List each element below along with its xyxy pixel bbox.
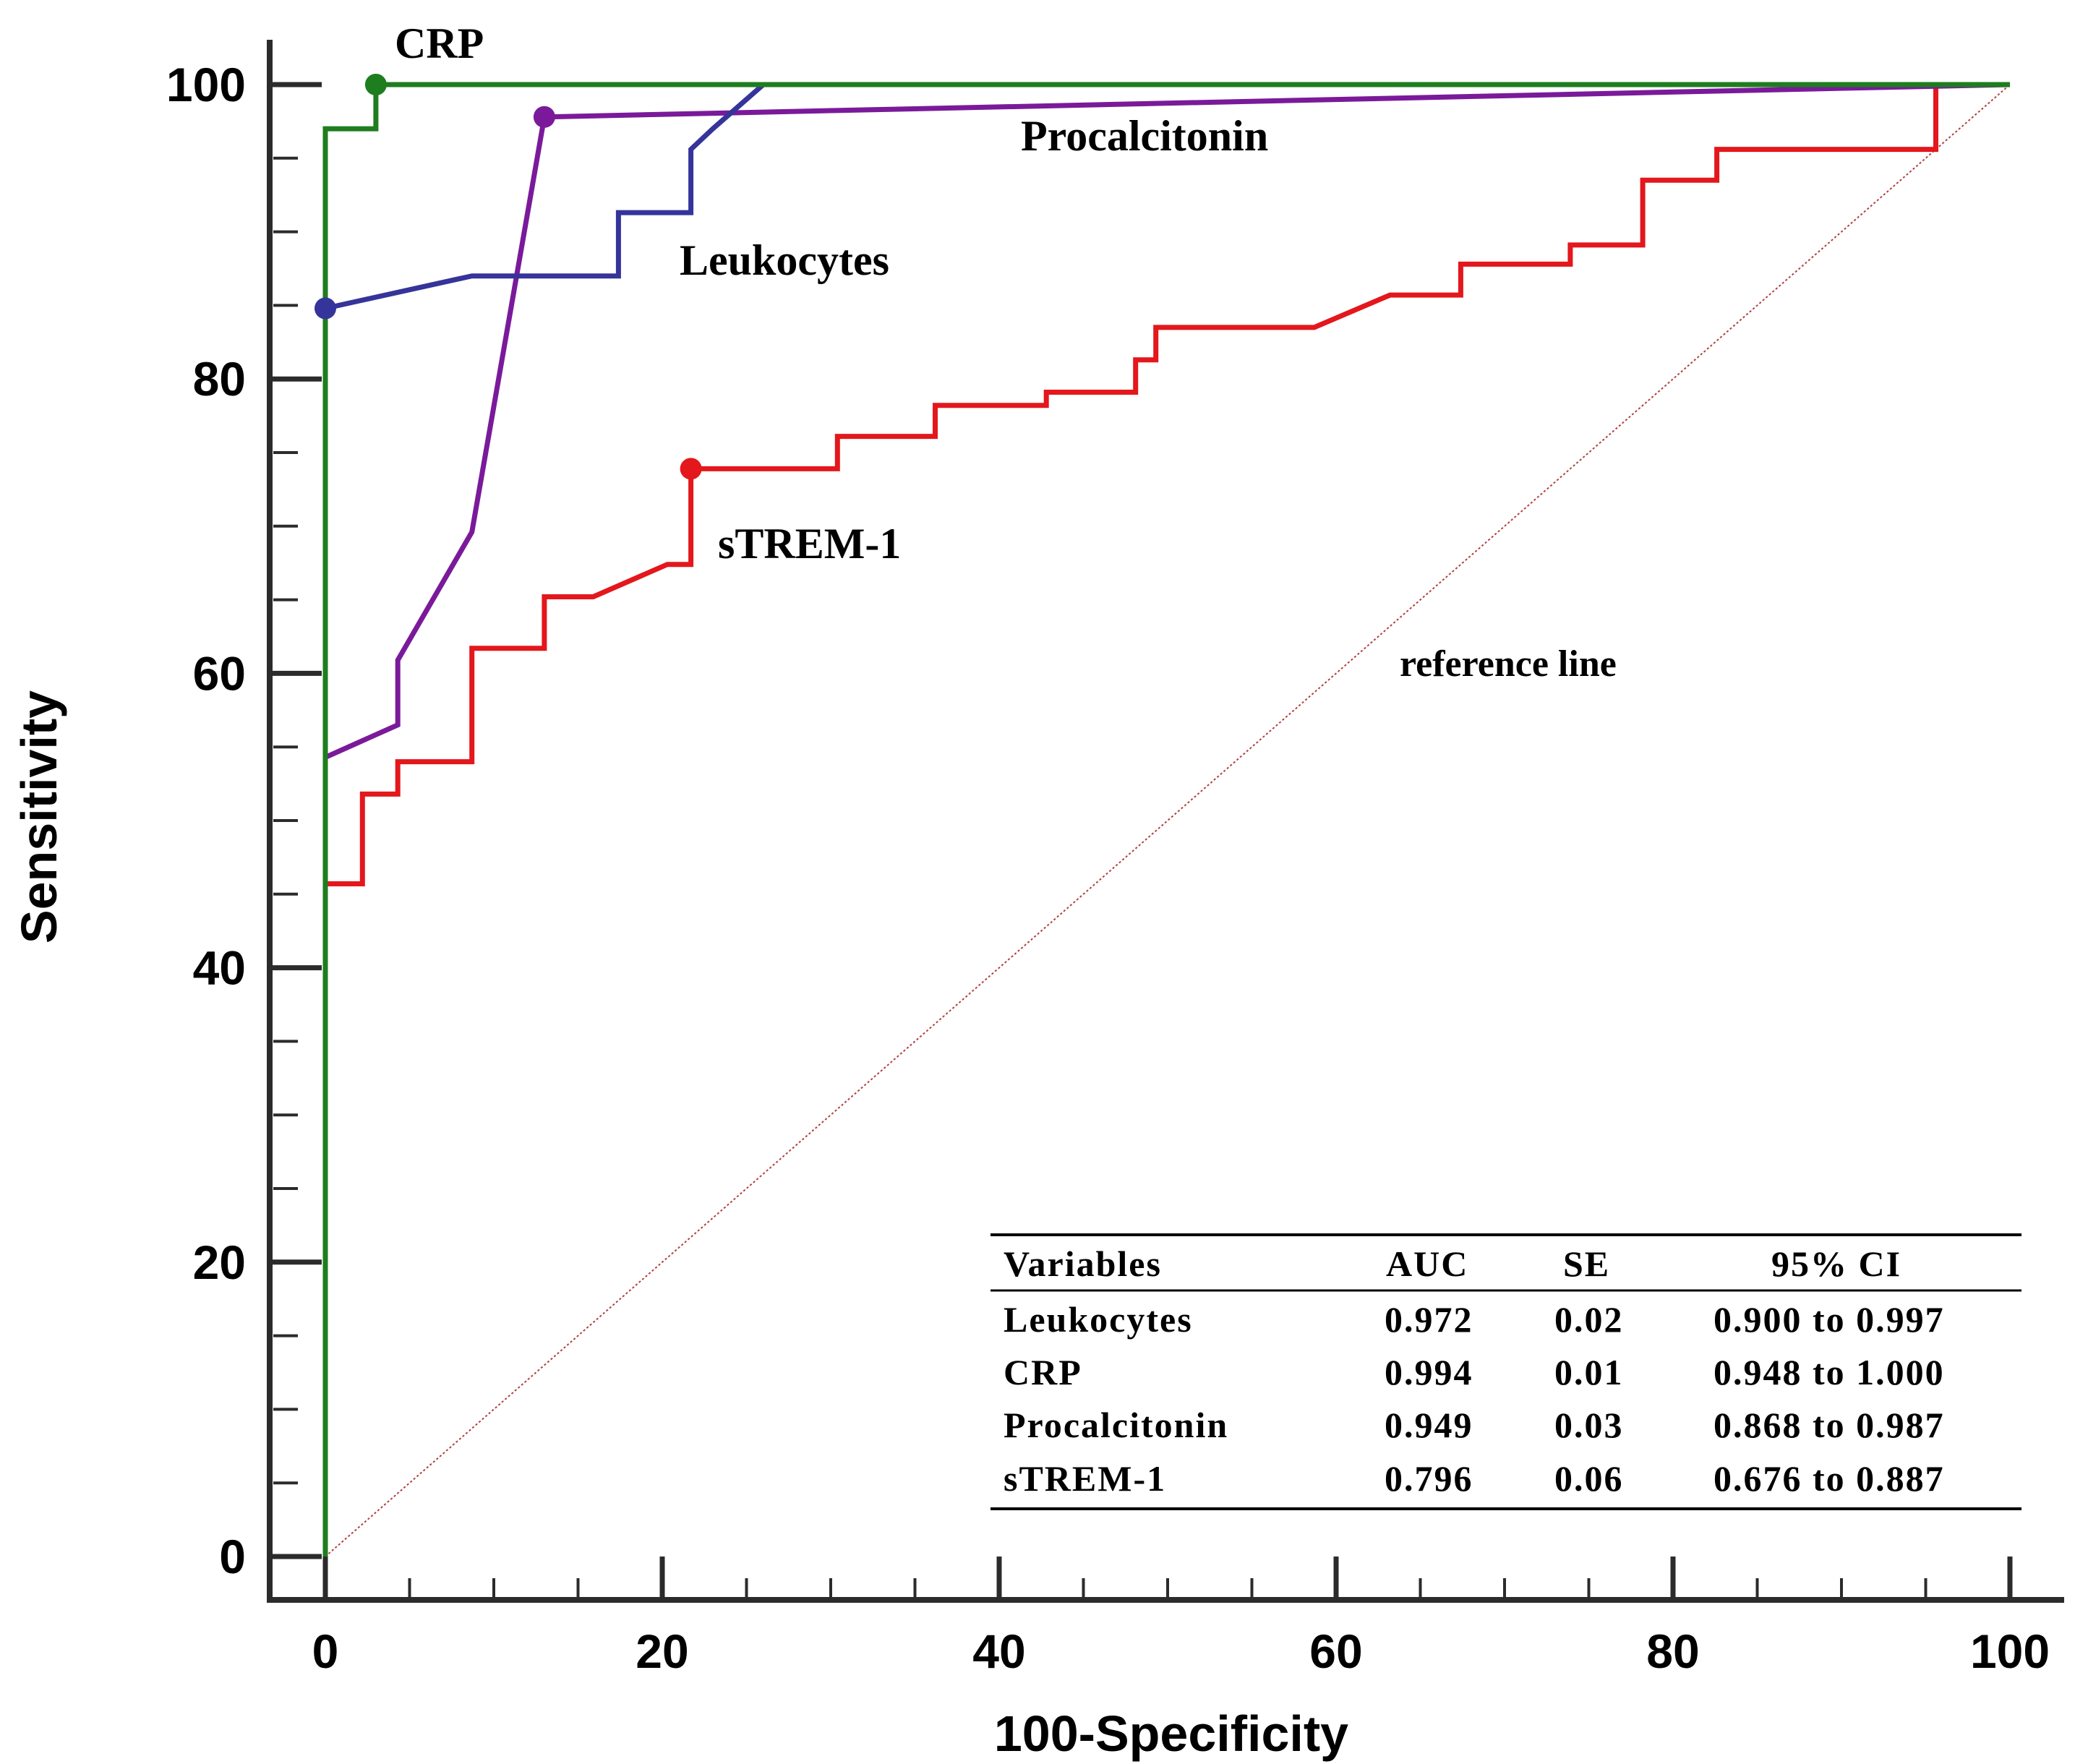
table-row-crp-name: CRP [1004,1352,1082,1392]
y-tick-label: 100 [166,58,246,111]
y-tick-label: 40 [193,941,246,995]
table-row-leukocytes-ci: 0.900 to 0.997 [1714,1299,1945,1340]
y-tick-label: 20 [193,1236,246,1289]
table-row-strem-1-auc: 0.796 [1385,1458,1473,1499]
table-row-procalcitonin-se: 0.03 [1554,1405,1624,1445]
table-row-leukocytes-name: Leukocytes [1004,1299,1193,1340]
marker-strem-1 [680,458,702,480]
table-header-se: SE [1563,1243,1610,1284]
table-row-strem-1-se: 0.06 [1554,1458,1624,1499]
table-row-crp-se: 0.01 [1554,1352,1624,1392]
label-reference-line: reference line [1400,643,1617,685]
table-row-crp-auc: 0.994 [1385,1352,1473,1392]
ticks: 0 20 40 60 80 100 0 20 40 60 80 100 [166,58,2050,1678]
x-tick-label: 100 [1970,1624,2050,1678]
table-row-procalcitonin-name: Procalcitonin [1004,1405,1228,1445]
table-header-variables: Variables [1004,1243,1162,1284]
y-tick-label: 0 [219,1530,246,1583]
label-leukocytes: Leukocytes [680,236,889,284]
y-tick-label: 80 [193,352,246,406]
x-tick-label: 0 [312,1624,339,1678]
markers-group [315,74,702,480]
marker-crp [364,74,387,95]
label-procalcitonin: Procalcitonin [1021,112,1268,160]
table-row-leukocytes-auc: 0.972 [1385,1299,1473,1340]
series-line-strem-1 [322,82,2010,1557]
x-tick-label: 20 [636,1624,688,1678]
label-strem-1: sTREM-1 [718,520,901,568]
table-row-strem-1-ci: 0.676 to 0.887 [1714,1458,1945,1499]
table-row-procalcitonin-auc: 0.949 [1385,1405,1473,1445]
y-tick-label: 60 [193,646,246,700]
label-crp: CRP [395,20,484,67]
marker-procalcitonin [533,106,555,128]
x-tick-label: 60 [1309,1624,1362,1678]
x-tick-label: 80 [1646,1624,1699,1678]
axes [267,40,2064,1603]
marker-leukocytes [315,297,336,320]
stats-table: Variables AUC SE 95% CI Leukocytes 0.972… [991,1233,2021,1510]
table-row-crp-ci: 0.948 to 1.000 [1714,1352,1945,1392]
x-axis-title: 100-Specificity [994,1705,1348,1762]
table-row-strem-1-name: sTREM-1 [1004,1458,1166,1499]
series-line-leukocytes [322,82,2010,1557]
x-tick-label: 40 [972,1624,1025,1678]
table-row-procalcitonin-ci: 0.868 to 0.987 [1714,1405,1945,1445]
series-group [322,82,2011,1557]
table-header-auc: AUC [1386,1243,1468,1284]
series-line-crp [322,82,2010,1557]
y-axis-title: Sensitivity [11,690,67,943]
table-header-ci: 95% CI [1771,1243,1901,1284]
table-row-leukocytes-se: 0.02 [1554,1299,1624,1340]
